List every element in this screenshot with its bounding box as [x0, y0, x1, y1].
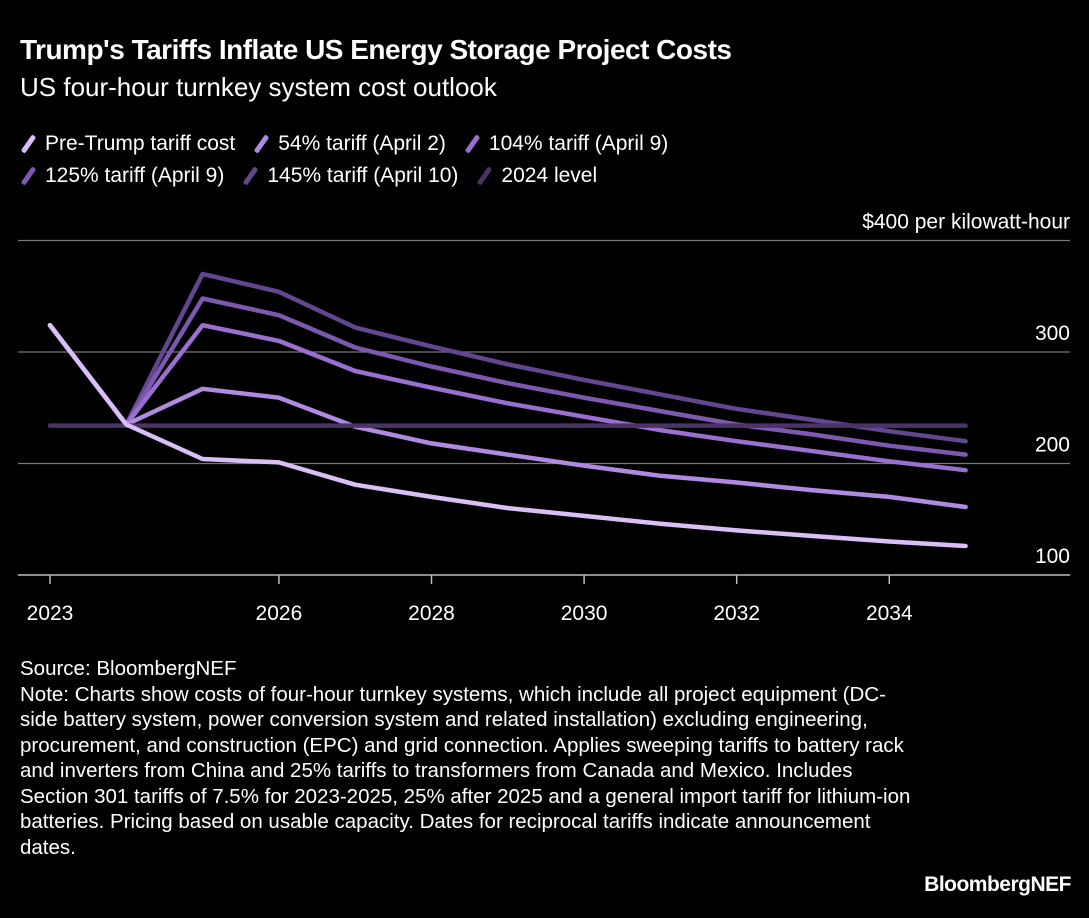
legend-label: 125% tariff (April 9) — [45, 164, 225, 187]
legend: Pre-Trump tariff cost 54% tariff (April 2… — [20, 128, 920, 192]
note-text: Note: Charts show costs of four-hour tur… — [20, 682, 911, 859]
series-line-145-tariff-april-10- — [47, 271, 968, 444]
legend-item: Pre-Trump tariff cost — [20, 128, 235, 160]
legend-item: 145% tariff (April 10) — [242, 160, 458, 192]
footnote: Source: BloombergNEF Note: Charts show c… — [20, 656, 920, 860]
x-tick-label: 2034 — [866, 602, 913, 625]
legend-row: Pre-Trump tariff cost 54% tariff (April 2… — [20, 128, 920, 160]
series-line-125-tariff-april-9- — [47, 296, 968, 457]
legend-label: 2024 level — [501, 164, 598, 187]
source-text: Source: BloombergNEF — [20, 657, 237, 680]
legend-label: 104% tariff (April 9) — [488, 132, 669, 155]
series-line-54-tariff-april-2- — [47, 322, 968, 510]
x-tick-label: 2023 — [27, 602, 74, 625]
x-tick-label: 2028 — [408, 602, 455, 625]
x-tick-label: 2032 — [713, 602, 760, 625]
series-line-pre-trump-tariff-cost — [47, 322, 968, 549]
series-line-104-tariff-april-9- — [47, 322, 968, 473]
chart-title: Trump's Tariffs Inflate US Energy Storag… — [20, 34, 732, 65]
y-tick-label: 200 — [1035, 434, 1070, 457]
y-tick-label: $400 per kilowatt-hour — [862, 211, 1070, 234]
legend-item: 2024 level — [476, 160, 597, 192]
x-tick-label: 2030 — [561, 602, 608, 625]
y-tick-label: 300 — [1035, 322, 1070, 345]
legend-label: 145% tariff (April 10) — [267, 164, 459, 187]
legend-item: 54% tariff (April 2) — [253, 128, 446, 160]
legend-item: 125% tariff (April 9) — [20, 160, 224, 192]
x-tick-label: 2026 — [256, 602, 303, 625]
legend-label: 54% tariff (April 2) — [278, 132, 446, 155]
legend-row: 125% tariff (April 9) 145% tariff (April … — [20, 160, 920, 192]
brand-logo: BloombergNEF — [924, 873, 1071, 896]
legend-label: Pre-Trump tariff cost — [45, 132, 236, 155]
y-tick-label: 100 — [1035, 545, 1070, 568]
chart-subtitle: US four-hour turnkey system cost outlook — [20, 72, 497, 102]
legend-item: 104% tariff (April 9) — [464, 128, 668, 160]
line-chart: 100 200 300 $400 per kilowatt-hour 2023 2026 2… — [18, 211, 1070, 625]
